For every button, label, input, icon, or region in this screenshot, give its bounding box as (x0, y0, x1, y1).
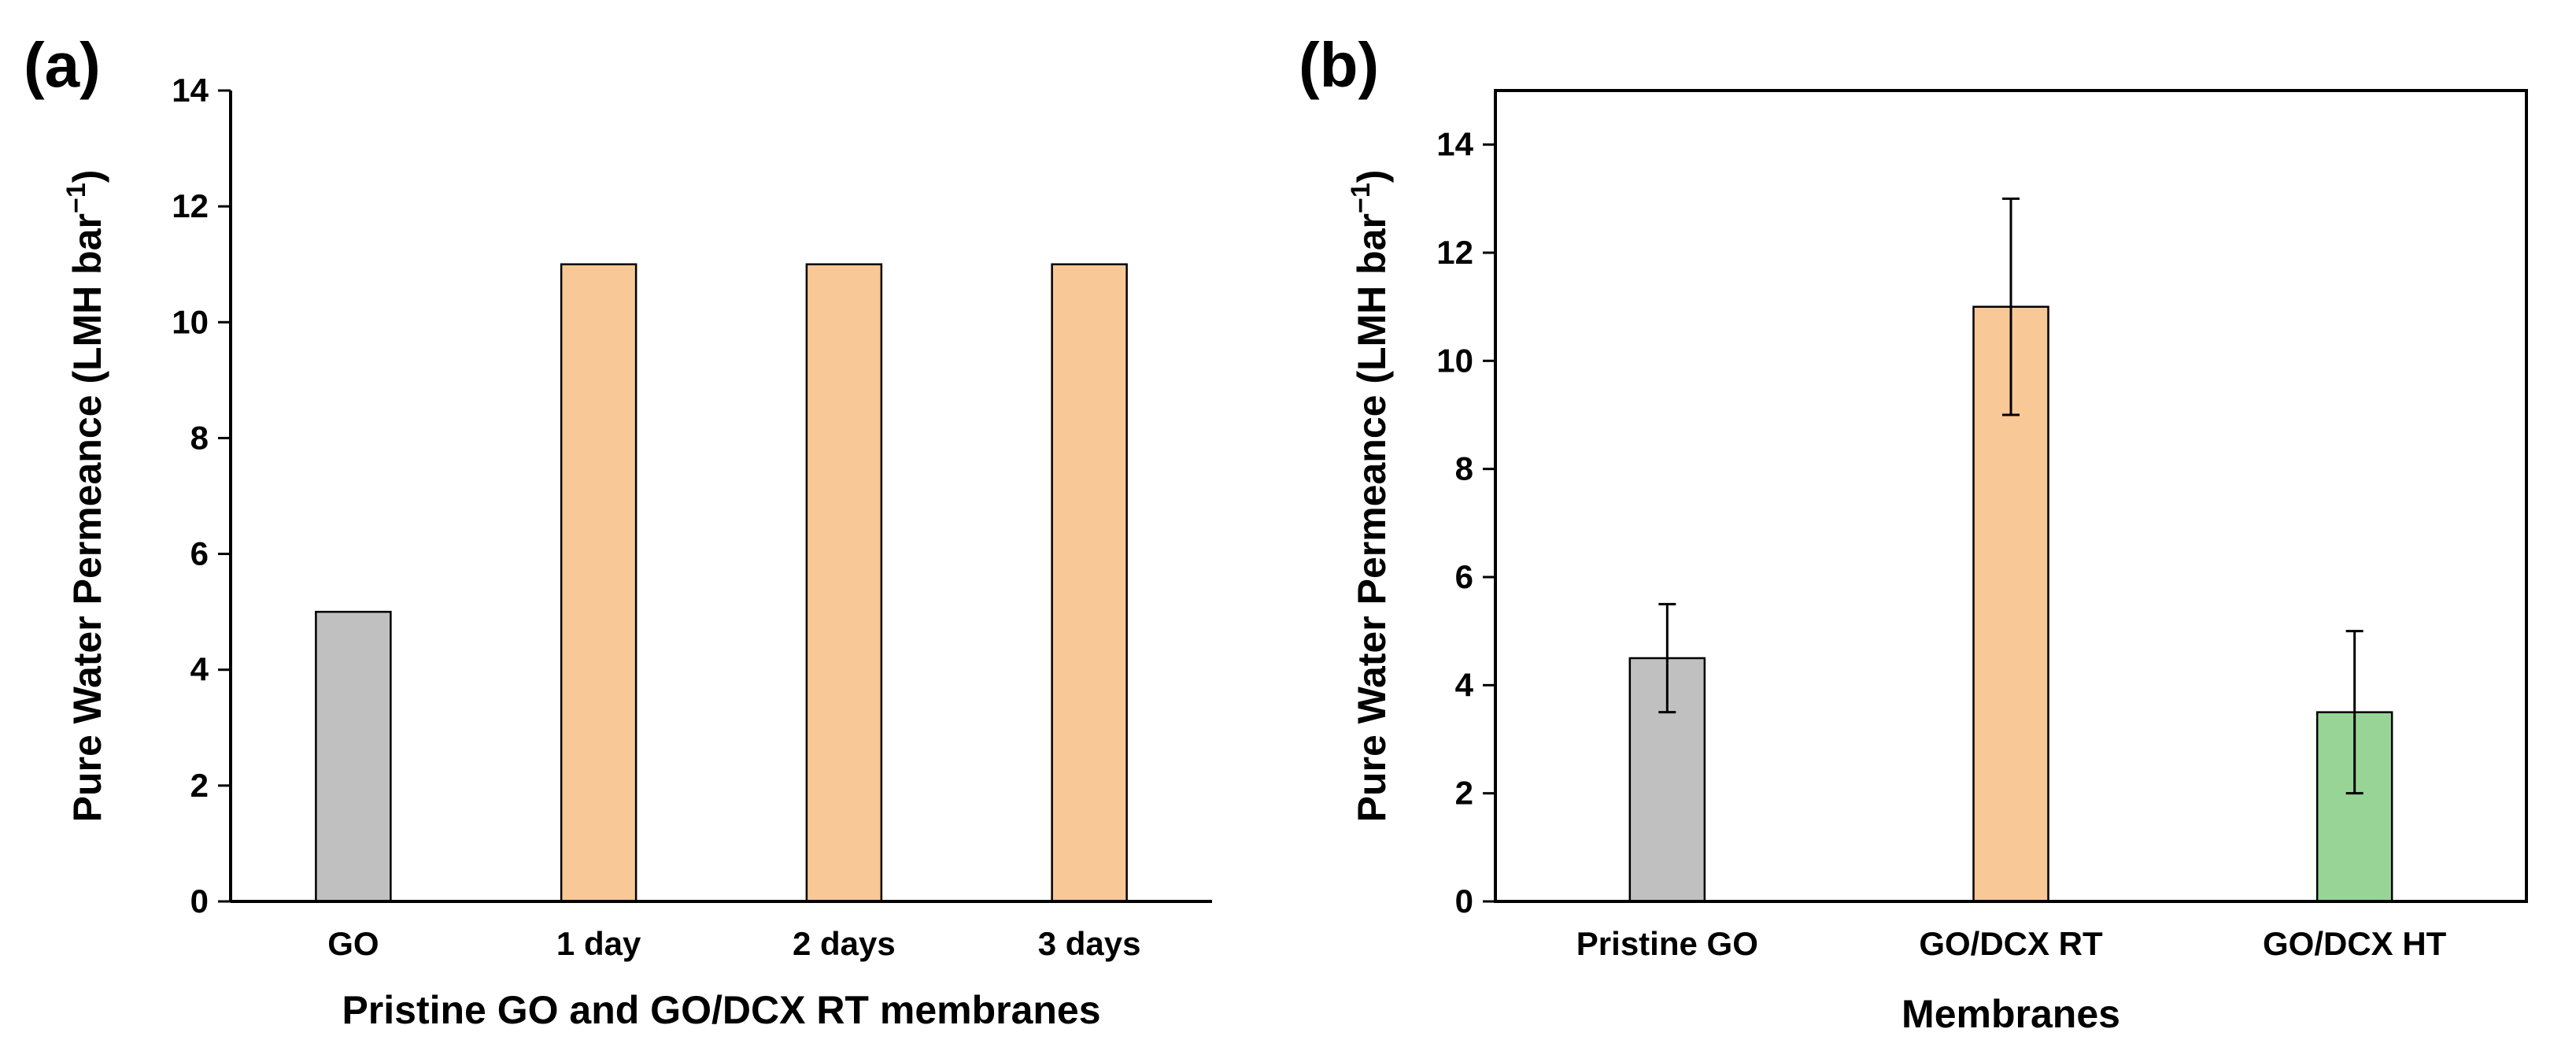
y-tick-label-1: 2 (1455, 775, 1473, 812)
x-tick-label-1: GO/DCX RT (1919, 925, 2103, 962)
x-axis-title: Pristine GO and GO/DCX RT membranes (342, 988, 1100, 1032)
y-axis-title-close: ) (1350, 170, 1394, 183)
x-tick-label-2: GO/DCX HT (2263, 925, 2447, 962)
y-tick-label-6: 12 (1436, 234, 1473, 271)
panel-label: (a) (24, 30, 101, 100)
y-tick-label-2: 4 (190, 651, 209, 688)
chart-panel-0: (a) GO 1 day 2 days 3 days 0 2 4 6 8 10 12 14 Pristin… (24, 30, 1212, 1032)
bar-1 (560, 263, 638, 903)
chart-panel-1: (b) Pristine GO GO/DCX RT GO/DCX HT 0 2 4 6 8 10 1… (1299, 30, 2528, 1036)
bar-0 (315, 610, 392, 903)
x-tick-label-3: 3 days (1038, 925, 1141, 962)
x-tick-label-2: 2 days (793, 925, 896, 962)
y-tick-label-6: 12 (172, 187, 209, 224)
bar-2 (805, 263, 883, 903)
y-tick-label-2: 4 (1455, 666, 1474, 703)
y-axis-title-main: Pure Water Permeance (LMH bar (65, 213, 109, 822)
y-tick-label-3: 6 (1455, 558, 1473, 595)
x-tick-label-0: Pristine GO (1576, 925, 1758, 962)
y-tick-label-5: 10 (1436, 342, 1473, 379)
y-tick-label-5: 10 (172, 303, 209, 340)
y-axis-title: Pure Water Permeance (LMH bar−1) (61, 170, 109, 823)
y-axis-title-close: ) (65, 170, 109, 183)
y-axis-title-superscript: −1 (1346, 183, 1376, 213)
y-tick-label-3: 6 (190, 535, 209, 572)
y-tick-label-4: 8 (1455, 450, 1473, 487)
y-tick-label-7: 14 (172, 72, 209, 109)
y-tick-label-0: 0 (1455, 883, 1473, 920)
y-tick-label-1: 2 (190, 767, 209, 804)
x-tick-label-1: 1 day (556, 925, 641, 962)
y-axis-title-superscript: −1 (61, 183, 91, 213)
panel-label: (b) (1299, 30, 1379, 100)
plot-frame (1494, 89, 2528, 903)
y-tick-label-0: 0 (190, 883, 209, 920)
y-axis-title-main: Pure Water Permeance (LMH bar (1350, 213, 1394, 822)
y-axis-title: Pure Water Permeance (LMH bar−1) (1346, 170, 1394, 823)
x-axis-title: Membranes (1902, 992, 2120, 1036)
bar-3 (1051, 263, 1128, 903)
y-tick-label-4: 8 (190, 419, 209, 456)
y-tick-label-7: 14 (1436, 126, 1473, 163)
x-tick-label-0: GO (327, 925, 379, 962)
